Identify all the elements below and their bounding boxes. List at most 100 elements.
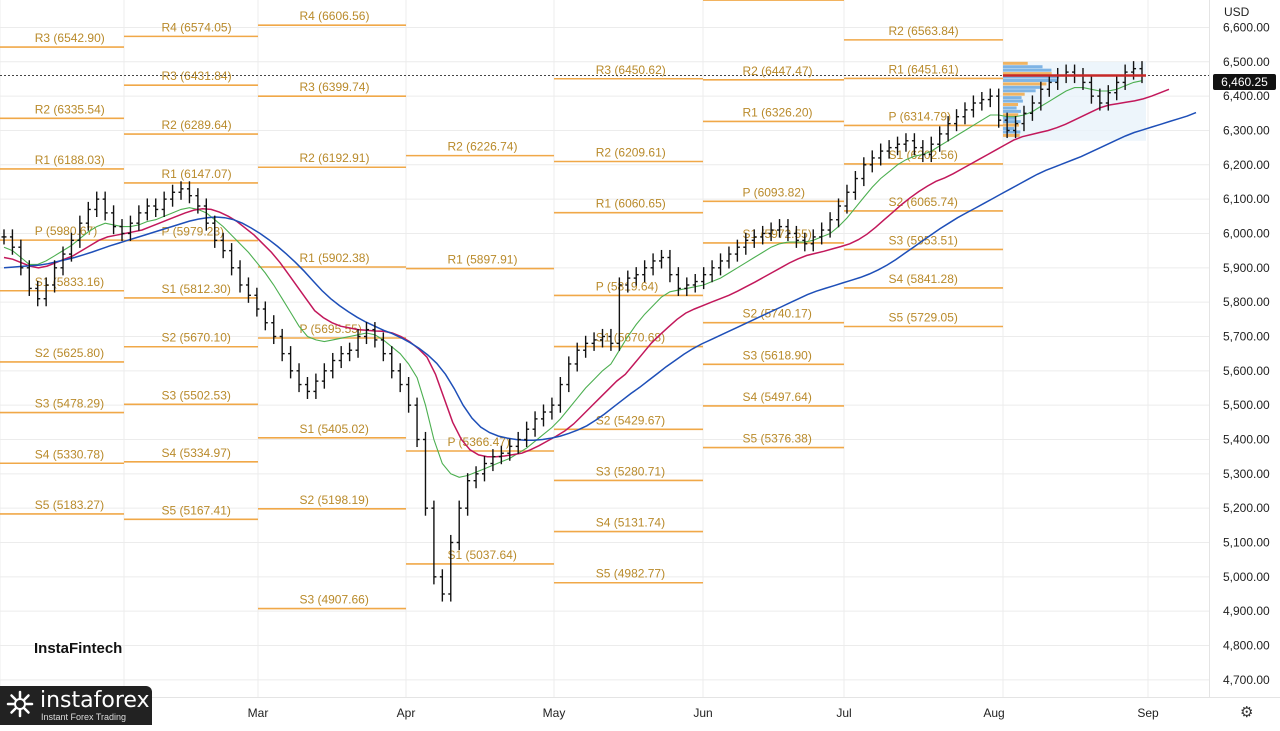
price-bar [667, 249, 673, 283]
price-bars [1, 61, 1145, 602]
pivot-levels: R3 (6542.90) R1 (6188.03) R2 (6335.54) P (5… [0, 0, 1003, 610]
pivot-label: R1 (6060.65) [596, 197, 666, 211]
gear-icon[interactable]: ⚙ [1240, 704, 1254, 721]
pivot-label: S3 (5618.90) [742, 348, 811, 362]
price-bar [903, 133, 909, 152]
pivot-label: S1 (5405.02) [299, 422, 368, 436]
price-bar [760, 225, 766, 245]
profile-bin [1003, 113, 1019, 117]
pivot-label: S4 (5131.74) [596, 516, 665, 530]
price-bar [549, 397, 555, 420]
pivot-label: R2 (6209.61) [596, 146, 666, 160]
price-bar [600, 328, 606, 348]
price-tick-label: 4,700.00 [1223, 673, 1270, 687]
pivot-label: S2 (5670.10) [162, 331, 231, 345]
price-bar [718, 253, 724, 276]
price-bar [473, 466, 479, 489]
price-bar [743, 232, 749, 255]
price-bar [153, 198, 159, 217]
price-bar [709, 260, 715, 283]
profile-bin [1003, 130, 1021, 134]
pivot-label: S4 (5330.78) [35, 447, 104, 461]
price-bar [94, 191, 100, 217]
price-tick-label: 4,900.00 [1223, 604, 1270, 618]
pivot-label: R1 (6188.03) [35, 153, 105, 167]
price-bar [836, 198, 842, 228]
price-tick-label: 5,700.00 [1223, 329, 1270, 343]
price-bar [979, 92, 985, 111]
pivot-label: R4 (6606.56) [299, 9, 369, 23]
currency-label[interactable]: USD [1224, 5, 1250, 19]
pivot-label: R1 (6147.07) [162, 167, 232, 181]
pivot-label: S3 (4907.66) [299, 593, 368, 607]
price-bar [793, 225, 799, 248]
month-tick-label: Jun [693, 706, 712, 720]
price-tick-label: 6,400.00 [1223, 89, 1270, 103]
pivot-label: P (5980.67) [35, 224, 98, 238]
price-bar [161, 191, 167, 217]
pivot-label: P (5695.55) [299, 322, 362, 336]
price-bar [52, 260, 58, 293]
price-bar [583, 335, 589, 358]
price-bar [406, 376, 412, 413]
price-bar [397, 363, 403, 393]
price-bar [1105, 85, 1111, 111]
price-bar [1029, 95, 1035, 121]
price-bar [18, 239, 24, 276]
price-bar [1122, 64, 1128, 90]
price-bar [954, 109, 960, 132]
pivot-label: P (5819.64) [596, 279, 659, 293]
price-bar [389, 346, 395, 379]
pivot-label: R3 (6542.90) [35, 31, 105, 45]
price-bar [1097, 88, 1103, 111]
pivot-label: R2 (6335.54) [35, 102, 105, 116]
price-bar [35, 280, 41, 307]
pivot-label: S5 (4982.77) [596, 567, 665, 581]
price-bar [330, 352, 336, 379]
price-bar [692, 273, 698, 293]
pivot-label: R2 (6226.74) [447, 140, 517, 154]
time-axis[interactable]: Mar Apr May Jun Jul Aug Sep [0, 697, 1280, 726]
price-bar [363, 322, 369, 345]
profile-bin [1003, 61, 1028, 65]
price-axis[interactable]: 4,700.00 4,800.00 4,900.00 5,000.00 5,100.00… [1209, 0, 1280, 697]
profile-bin [1003, 99, 1023, 103]
pivot-label: R3 (6399.74) [299, 80, 369, 94]
price-bar [43, 277, 49, 307]
price-bar [456, 500, 462, 551]
price-bar [852, 170, 858, 200]
price-tick-label: 5,500.00 [1223, 398, 1270, 412]
price-tick-label: 5,400.00 [1223, 432, 1270, 446]
month-tick-label: Mar [248, 706, 269, 720]
price-bar [920, 140, 926, 163]
logo-name: instaforex [40, 688, 150, 713]
price-tick-label: 6,100.00 [1223, 192, 1270, 206]
pivot-label: S1 (5670.68) [596, 331, 665, 345]
pivot-label: R1 (6451.61) [889, 62, 959, 76]
price-tick-label: 5,600.00 [1223, 364, 1270, 378]
price-bar [414, 397, 420, 448]
pivot-label: S3 (5280.71) [596, 464, 665, 478]
asterisk-logo-icon [6, 690, 34, 718]
price-bar [119, 219, 125, 242]
pivot-label: R2 (6192.91) [299, 151, 369, 165]
grid-lines [0, 0, 1209, 697]
pivot-label: S4 (5841.28) [889, 272, 958, 286]
pivot-label: P (6093.82) [742, 185, 805, 199]
price-tick-label: 5,300.00 [1223, 467, 1270, 481]
price-bar [355, 328, 361, 358]
price-tick-label: 4,800.00 [1223, 638, 1270, 652]
price-bar [987, 88, 993, 108]
profile-bin [1003, 116, 1016, 120]
pivot-label: P (5979.23) [162, 225, 225, 239]
price-bar [144, 198, 150, 221]
price-bar [869, 150, 875, 173]
profile-bin [1003, 103, 1019, 107]
price-bar [296, 363, 302, 393]
price-bar [1038, 81, 1044, 111]
pivot-label: R1 (5897.91) [447, 253, 517, 267]
price-bar [448, 534, 454, 602]
price-bar [970, 95, 976, 118]
price-bar [591, 332, 597, 351]
